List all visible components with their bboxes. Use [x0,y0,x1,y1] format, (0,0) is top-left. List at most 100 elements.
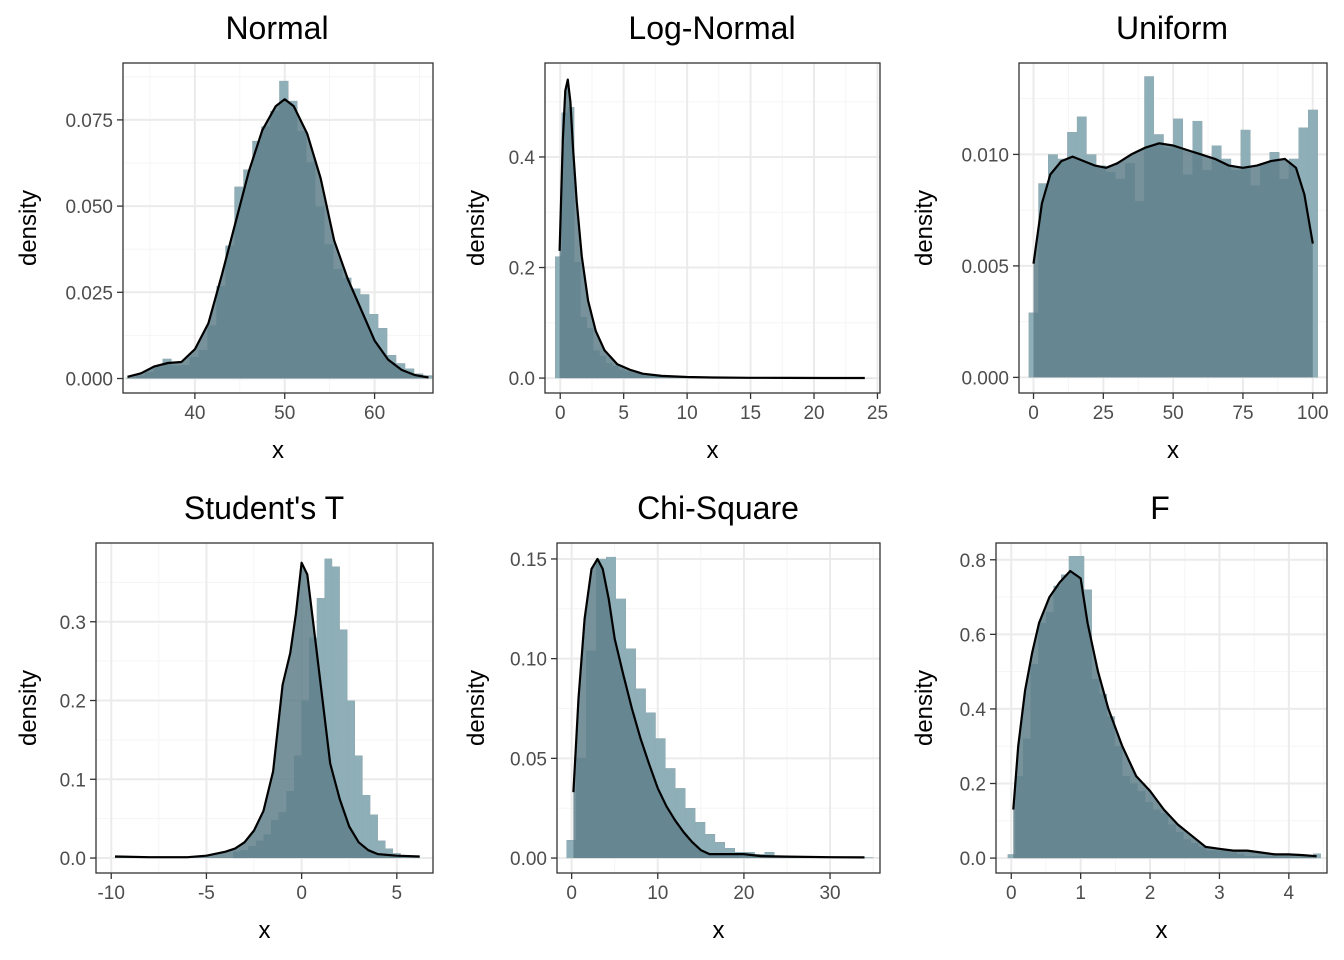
histogram-overlay-bar [566,840,577,859]
x-tick-label: 3 [1214,883,1225,904]
y-tick-label: 0.050 [65,197,113,218]
y-tick-label: 0.15 [510,550,547,571]
panel-title: Log-Normal [628,10,795,46]
x-tick-label: 10 [647,883,668,904]
y-tick-label: 0.010 [961,145,1009,166]
y-axis-label: density [911,190,938,266]
density-line [127,98,429,379]
histogram-overlay-bar [347,700,355,859]
x-axis-label: x [1156,917,1168,944]
y-tick-label: 0.005 [961,257,1009,278]
x-tick-label: 5 [392,883,403,904]
x-tick-label: 75 [1232,403,1253,424]
x-tick-label: 60 [364,403,385,424]
histogram-overlay-bar [675,788,686,859]
density-area [573,559,865,858]
panel-title: F [1150,490,1170,526]
data-layer [1007,556,1321,859]
histogram-overlay-bar [555,256,562,379]
y-tick-label: 0.00 [510,849,547,870]
x-tick-label: 0 [296,883,307,904]
histogram-overlay-bar [377,840,386,859]
chart-panel-1: 40 50 60 0.000 0.025 0.050 0.075 Normal x density [15,10,434,464]
y-axis-label: density [15,190,42,266]
histogram-overlay-bar [764,852,775,859]
y-tick-label: 0.4 [960,700,987,721]
chart-panel-5: 0 10 20 30 0.00 0.05 0.10 0.15 Chi-Square x densit… [463,490,881,944]
x-tick-label: 25 [1093,403,1114,424]
chart-panel-2: 0 5 10 15 20 25 0.0 0.2 0.4 Log-Normal x density [463,10,888,464]
x-tick-label: 0 [566,883,577,904]
x-tick-label: 0 [1028,403,1039,424]
density-area [1033,143,1313,378]
histogram-overlay-bar [339,629,348,859]
density-line [572,557,865,859]
y-tick-label: 0.4 [509,148,536,169]
panel-title: Normal [225,10,328,46]
histogram-overlay-bar [705,834,716,859]
density-area [127,99,429,379]
x-tick-label: 40 [184,403,205,424]
y-tick-label: 0.05 [510,749,547,770]
y-tick-label: 0.0 [60,849,86,870]
x-tick-label: 10 [677,403,698,424]
y-axis-label: density [463,190,490,266]
chart-panel-6: 0 1 2 3 4 0.0 0.2 0.4 0.6 0.8 Fx density [911,490,1328,944]
histogram-overlay-bar [863,857,874,859]
panel-border [995,542,1328,874]
histogram-overlay-bar [354,755,363,859]
x-tick-label: 1 [1075,883,1086,904]
y-tick-label: 0.000 [961,368,1009,389]
x-tick-label: 50 [274,403,295,424]
y-tick-label: 0.1 [60,770,86,791]
panel-border [556,542,881,874]
histogram-overlay-bar [685,808,696,859]
y-tick-label: 0.2 [509,259,535,280]
y-tick-label: 0.075 [65,111,113,132]
x-tick-label: -10 [97,883,124,904]
panel-border [544,62,881,394]
histogram-overlay-bar [1308,109,1318,378]
histogram-overlay-bar [1007,854,1016,859]
histogram-overlay-bar [1313,853,1321,859]
x-axis-label: x [1167,437,1179,464]
y-tick-label: 0.3 [60,613,86,634]
x-tick-label: 100 [1297,403,1329,424]
x-tick-label: 5 [618,403,629,424]
y-tick-label: 0.2 [60,692,86,713]
y-axis-label: density [911,670,938,746]
panel-border [122,62,434,394]
density-area [1013,571,1317,859]
panel-title: Student's T [184,490,344,526]
data-layer [555,78,873,380]
x-axis-label: x [713,917,725,944]
x-tick-label: 30 [819,883,840,904]
y-tick-label: 0.2 [960,775,986,796]
y-tick-label: 0.000 [65,370,113,391]
density-line [1012,569,1317,858]
y-tick-label: 0.0 [509,369,535,390]
density-line [558,78,865,380]
panel-border [95,542,434,874]
y-tick-label: 0.10 [510,650,547,671]
histogram-overlay-bar [715,842,725,859]
data-layer [1028,76,1318,378]
x-tick-label: 0 [555,403,566,424]
chart-panel-3: 0 25 50 75 100 0.000 0.005 0.010 Uniform x density [911,10,1329,464]
x-tick-label: 2 [1145,883,1156,904]
x-tick-label: 4 [1284,883,1295,904]
data-layer [566,556,874,859]
histogram-overlay-bar [362,795,371,859]
x-axis-label: x [272,437,284,464]
histogram-overlay-bar [332,566,340,859]
chart-panel-4: -10 -5 0 5 0.0 0.1 0.2 0.3 Student's T x density [15,490,434,944]
x-tick-label: 20 [733,883,754,904]
x-axis-label: x [707,437,719,464]
y-tick-label: 0.6 [960,625,986,646]
data-layer [114,558,420,859]
panel-title: Chi-Square [637,490,799,526]
density-line [1032,142,1314,264]
x-tick-label: 15 [740,403,761,424]
y-axis-label: density [463,670,490,746]
